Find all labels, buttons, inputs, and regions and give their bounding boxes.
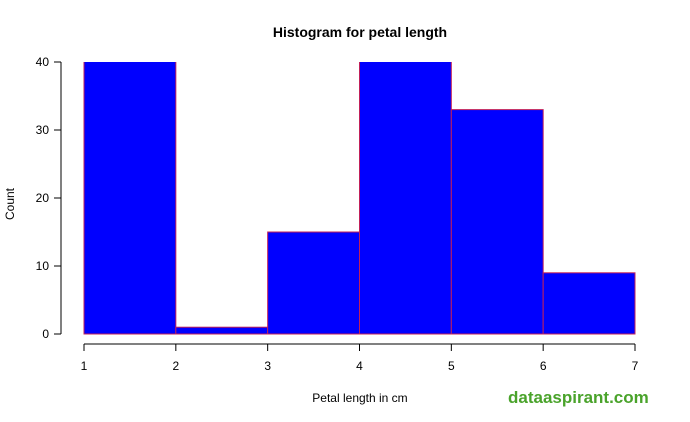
x-tick-label: 7 <box>632 359 639 373</box>
y-tick-label: 10 <box>36 259 50 273</box>
y-axis: 0 10 20 30 40 <box>36 55 62 341</box>
x-tick-label: 2 <box>172 359 179 373</box>
x-axis-label: Petal length in cm <box>312 391 407 405</box>
x-tick-label: 4 <box>356 359 363 373</box>
histogram-bar <box>542 272 636 335</box>
y-axis-label: Count <box>3 187 17 220</box>
histogram-bar <box>359 62 452 335</box>
chart-title: Histogram for petal length <box>273 24 447 40</box>
histogram-bar <box>267 231 360 335</box>
watermark-text: dataaspirant.com <box>508 388 649 407</box>
x-tick-label: 6 <box>540 359 547 373</box>
x-tick-label: 1 <box>81 359 88 373</box>
y-tick-label: 30 <box>36 123 50 137</box>
y-tick-label: 0 <box>42 327 49 341</box>
x-axis: 1 2 3 4 5 6 7 <box>81 343 639 373</box>
x-tick-label: 5 <box>448 359 455 373</box>
y-tick-label: 20 <box>36 191 50 205</box>
x-tick-label: 3 <box>264 359 271 373</box>
y-tick-label: 40 <box>36 55 50 69</box>
bars-group <box>83 62 636 335</box>
histogram-bar <box>83 62 177 335</box>
histogram-bar <box>450 109 544 335</box>
histogram-bar <box>175 326 269 335</box>
